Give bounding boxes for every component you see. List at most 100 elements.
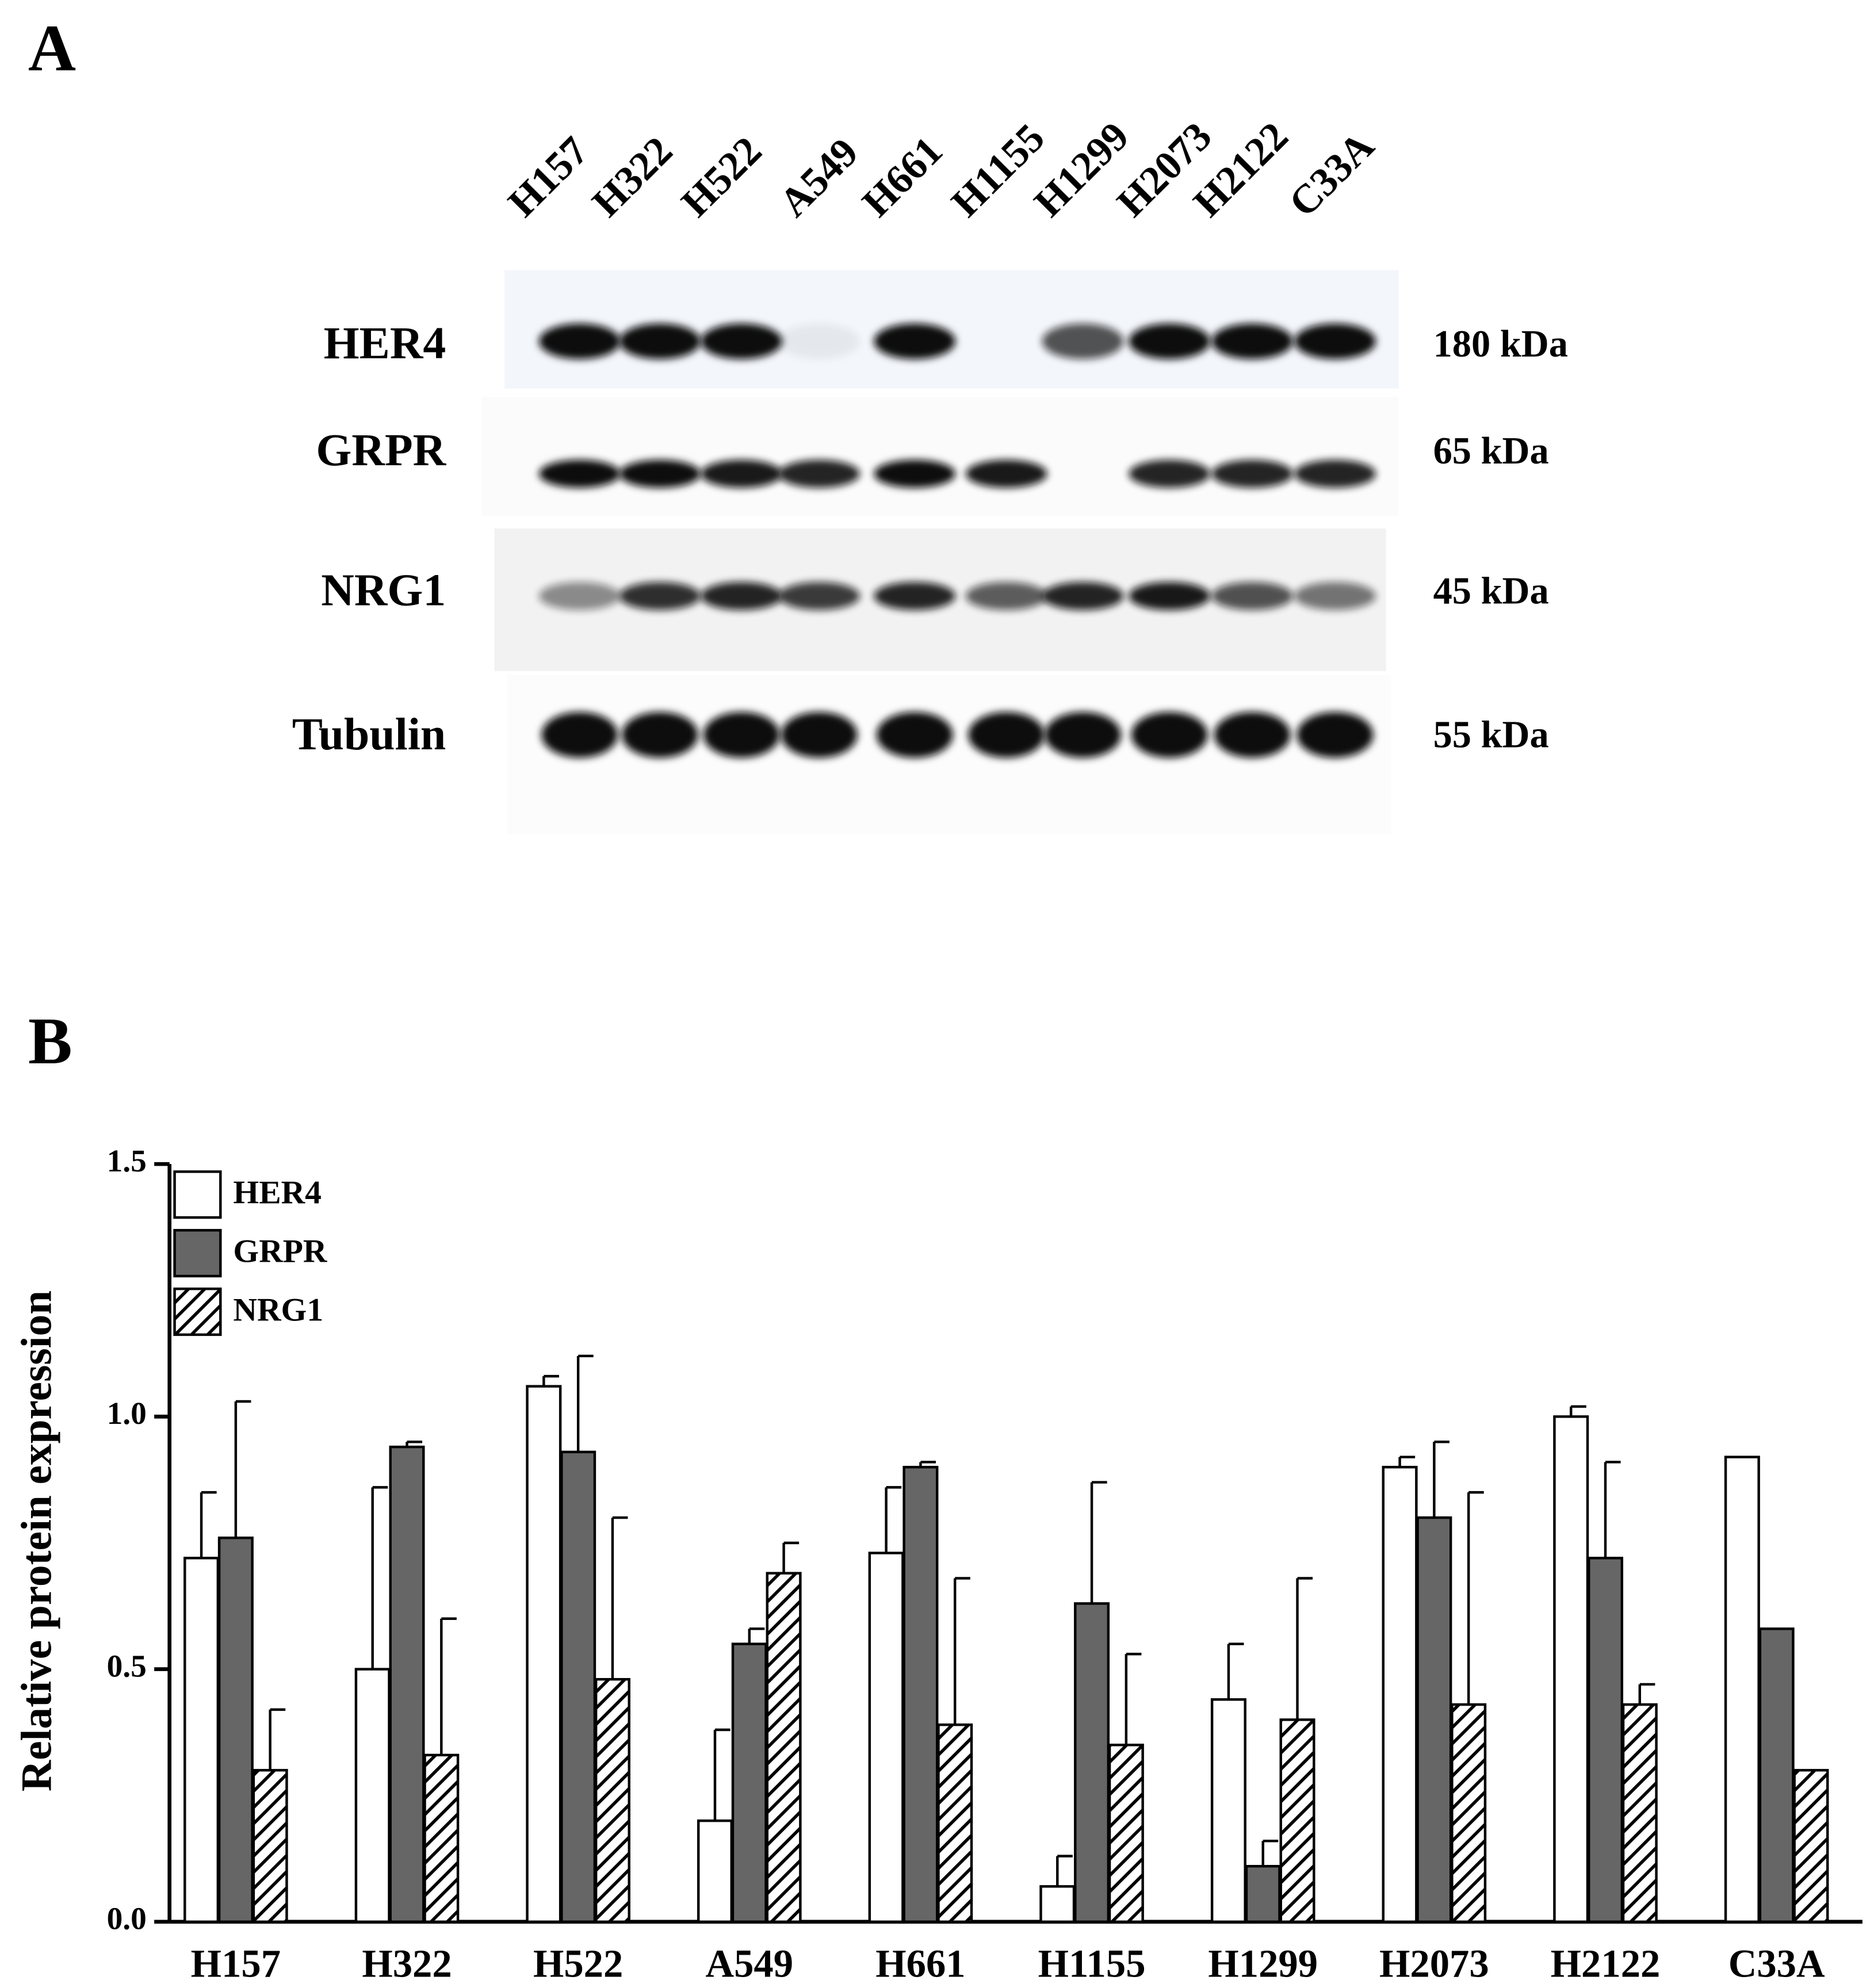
lane-label: H661	[854, 128, 951, 225]
error-bar	[748, 1627, 765, 1644]
blot-name: HER4	[324, 318, 446, 369]
blot-band	[874, 582, 956, 610]
bar	[1724, 1455, 1760, 1924]
x-tick-label: H2122	[1551, 1941, 1661, 1985]
panel-label: A	[28, 11, 76, 85]
blot-band	[619, 459, 701, 488]
bar	[902, 1466, 939, 1924]
blot-band	[538, 459, 621, 488]
blot-band	[1296, 711, 1374, 758]
blot-band	[541, 711, 618, 758]
error-bar	[1398, 1455, 1416, 1468]
blot-name: NRG1	[321, 565, 446, 616]
bar	[389, 1445, 425, 1924]
blot-band	[1211, 582, 1293, 610]
bar	[560, 1450, 596, 1924]
blot-band	[1294, 459, 1376, 488]
bar	[354, 1668, 391, 1924]
blot-band	[965, 582, 1047, 610]
error-bar	[1056, 1855, 1073, 1887]
blot-band	[778, 323, 860, 359]
error-bar	[1296, 1577, 1313, 1720]
error-bar	[1125, 1653, 1142, 1745]
bar	[252, 1769, 288, 1924]
blot-size: 65 kDa	[1433, 430, 1549, 472]
blot-band	[781, 711, 858, 758]
blot-band	[701, 582, 782, 610]
blot-band	[968, 711, 1045, 758]
lane-label: C33A	[1280, 124, 1383, 226]
y-axis-label: Relative protein expression	[13, 1290, 61, 1791]
error-bar	[1569, 1405, 1586, 1417]
legend-label: NRG1	[233, 1292, 323, 1328]
bar	[1451, 1703, 1487, 1924]
error-bar	[1227, 1642, 1244, 1700]
lane-label: H1299	[1026, 114, 1137, 225]
blot-band	[701, 323, 782, 359]
bar	[1758, 1627, 1795, 1924]
bar	[766, 1572, 802, 1924]
legend-swatch	[173, 1170, 222, 1219]
bar	[1587, 1557, 1624, 1924]
x-tick-label: H1155	[1038, 1941, 1146, 1985]
legend-label: GRPR	[233, 1234, 328, 1270]
error-bar	[1638, 1683, 1655, 1705]
bar	[1621, 1703, 1658, 1924]
blot-band	[621, 711, 698, 758]
legend-swatch	[173, 1287, 222, 1336]
y-tick-label: 0.0	[107, 1901, 147, 1936]
blot-band	[1045, 711, 1122, 758]
blot-name: Tubulin	[292, 709, 446, 760]
y-tick-label: 1.0	[107, 1396, 147, 1431]
y-tick-label: 0.5	[107, 1648, 147, 1683]
bar	[217, 1536, 254, 1924]
blot-band	[1129, 582, 1211, 610]
bar	[731, 1642, 767, 1924]
error-bar	[1261, 1840, 1279, 1867]
blot-band	[1042, 323, 1124, 359]
blot-band	[538, 323, 621, 359]
x-tick-label: C33A	[1728, 1941, 1825, 1985]
blot-band	[1294, 582, 1376, 610]
blot-size: 180 kDa	[1433, 323, 1568, 365]
lane-label: H522	[673, 128, 770, 225]
blot-band	[874, 459, 956, 488]
lane-label: H157	[500, 128, 597, 225]
x-tick-label: H157	[191, 1941, 281, 1985]
blot-band	[965, 459, 1047, 488]
error-bar	[576, 1354, 594, 1452]
blot-band	[701, 459, 782, 488]
bar	[1039, 1885, 1076, 1924]
lane-label: H1155	[943, 116, 1053, 226]
blot-strip	[481, 397, 1399, 516]
panel-label: B	[28, 1004, 72, 1078]
legend-swatch	[173, 1229, 222, 1278]
blot-band	[1211, 323, 1293, 359]
lane-label: A549	[771, 130, 867, 226]
blot-band	[1214, 711, 1291, 758]
error-bar	[542, 1374, 559, 1386]
blot-band	[874, 323, 956, 359]
bar	[1108, 1744, 1144, 1924]
error-bar	[1467, 1491, 1484, 1705]
error-bar	[234, 1400, 251, 1538]
error-bar	[1090, 1481, 1107, 1604]
blot-band	[1211, 459, 1293, 488]
x-tick-label: H1299	[1208, 1941, 1318, 1985]
error-bar	[713, 1728, 731, 1821]
x-tick-label: H322	[362, 1941, 452, 1985]
error-bar	[954, 1577, 970, 1725]
x-tick-label: H661	[875, 1941, 965, 1985]
blot-band	[778, 459, 860, 488]
bar	[1279, 1718, 1315, 1924]
error-bar	[1433, 1441, 1450, 1518]
bar	[1416, 1516, 1452, 1924]
blot-band	[1042, 582, 1124, 610]
error-bar	[200, 1491, 217, 1558]
x-tick-label: A549	[706, 1941, 794, 1985]
error-bar	[269, 1708, 286, 1771]
blot-band	[1294, 323, 1376, 359]
x-tick-label: H522	[533, 1941, 623, 1985]
error-bar	[885, 1486, 902, 1553]
